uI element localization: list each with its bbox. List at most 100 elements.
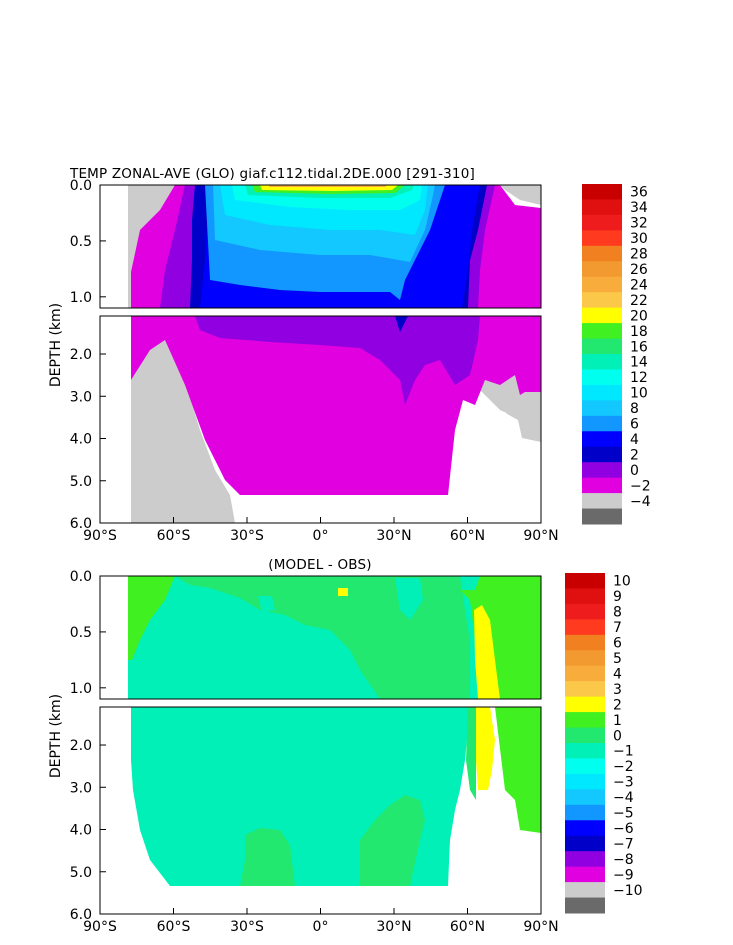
colorbar-label: 20 [630,308,648,324]
colorbar-label: 0 [630,463,639,479]
colorbar-swatch [582,462,622,479]
colorbar-swatch [582,400,622,417]
yellow-dot [338,588,348,596]
x-tick-label: 30°N [376,919,411,935]
colorbar-label: −8 [613,852,634,868]
y-tick-label: 0.0 [70,569,92,585]
bottom-upper-frame [99,575,542,700]
colorbar-label: −2 [613,759,634,775]
y-tick-label: 5.0 [70,474,92,490]
green-north [495,707,541,833]
colorbar-swatch [565,603,605,620]
colorbar-label: 0 [613,728,622,744]
colorbar-label: −1 [613,744,634,760]
y-tick-label: 5.0 [70,865,92,881]
colorbar-label: 30 [630,231,648,247]
colorbar-swatch [582,477,622,494]
y-tick-label: 0.5 [70,625,92,641]
colorbar-swatch [565,758,605,775]
colorbar-label: −3 [613,775,634,791]
colorbar-label: 26 [630,262,648,278]
colorbar-swatch [565,866,605,883]
colorbar-swatch [582,446,622,463]
colorbar-swatch [582,493,622,510]
colorbar-label: −4 [630,494,651,510]
grey-fill-north [500,185,541,205]
colorbar-swatch [582,184,622,200]
colorbar-swatch [582,431,622,448]
colorbar-swatch [582,338,622,355]
colorbar-label: 22 [630,293,648,309]
y-tick-label: 3.0 [70,780,92,796]
y-tick-label: 0.5 [70,234,92,250]
colorbar-swatch [565,897,605,914]
colorbar-swatch [582,261,622,278]
colorbar-swatch [565,851,605,868]
colorbar-label: 34 [630,200,648,216]
colorbar-label: 1 [613,713,622,729]
bottom-chart-title: (MODEL - OBS) [268,557,372,573]
colorbar-label: 18 [630,324,648,340]
bottom-axes: 90°S 60°S 30°S 0° 30°N 60°N 90°N 0.0 0.5 1.0 2.0 3.… [70,569,559,935]
colorbar-swatch [582,354,622,370]
green-west [128,576,175,660]
y-tick-label: 4.0 [70,432,92,448]
colorbar-label: 10 [613,574,631,590]
colorbar-label: −5 [613,806,634,822]
colorbar-label: −7 [613,836,634,852]
x-tick-label: 90°S [83,528,117,544]
colorbar-label: 32 [630,216,648,232]
grey-fill [131,316,235,523]
navy-fill [395,316,408,332]
x-tick-label: 0° [313,919,329,935]
colorbar-label: 4 [613,666,622,682]
y-tick-label: 2.0 [70,738,92,754]
colorbar-swatch [565,820,605,837]
aqua-patch [395,578,423,620]
colorbar-swatch [582,323,622,340]
y-tick-label: 3.0 [70,389,92,405]
bottom-ylabel: DEPTH (km) [48,694,64,778]
y-tick-label: 6.0 [70,516,92,532]
green-patch [240,828,295,886]
colorbar-label: −10 [613,883,643,899]
colorbar-swatch [565,681,605,698]
colorbar-label: 3 [613,682,622,698]
x-tick-label: 60°S [157,528,191,544]
top-upper-frame [99,184,542,309]
green-patch-2 [360,795,425,886]
colorbar-swatch [565,789,605,806]
x-tick-label: 30°S [230,919,264,935]
colorbar-swatch [582,199,622,216]
top-upper-fill [128,185,541,308]
y-tick-label: 4.0 [70,823,92,839]
aqua-patch-2 [258,596,275,612]
colorbar-label: 8 [613,605,622,621]
x-tick-label: 30°N [376,528,411,544]
x-tick-label: 90°S [83,919,117,935]
top-lower-fill [131,316,541,523]
colorbar-swatch [582,369,622,386]
colorbar-label: −9 [613,867,634,883]
y-tick-label: 2.0 [70,347,92,363]
colorbar-label: 14 [630,355,648,371]
x-tick-label: 0° [313,528,329,544]
colorbar-swatch [565,650,605,667]
yellow-patch [474,605,500,699]
magenta-fill [131,316,541,495]
colorbar-swatch [565,804,605,821]
aqua-fill [131,707,470,886]
colorbar-label: 4 [630,432,639,448]
colorbar-swatch [582,276,622,293]
colorbar-label: 2 [613,697,622,713]
colorbar-label: 16 [630,339,648,355]
colorbar-swatch [582,307,622,324]
colorbar-swatch [565,588,605,605]
colorbar-label: 9 [613,589,622,605]
colorbar-label: 7 [613,620,622,636]
colorbar-swatch [565,634,605,651]
colorbar-swatch [565,712,605,729]
